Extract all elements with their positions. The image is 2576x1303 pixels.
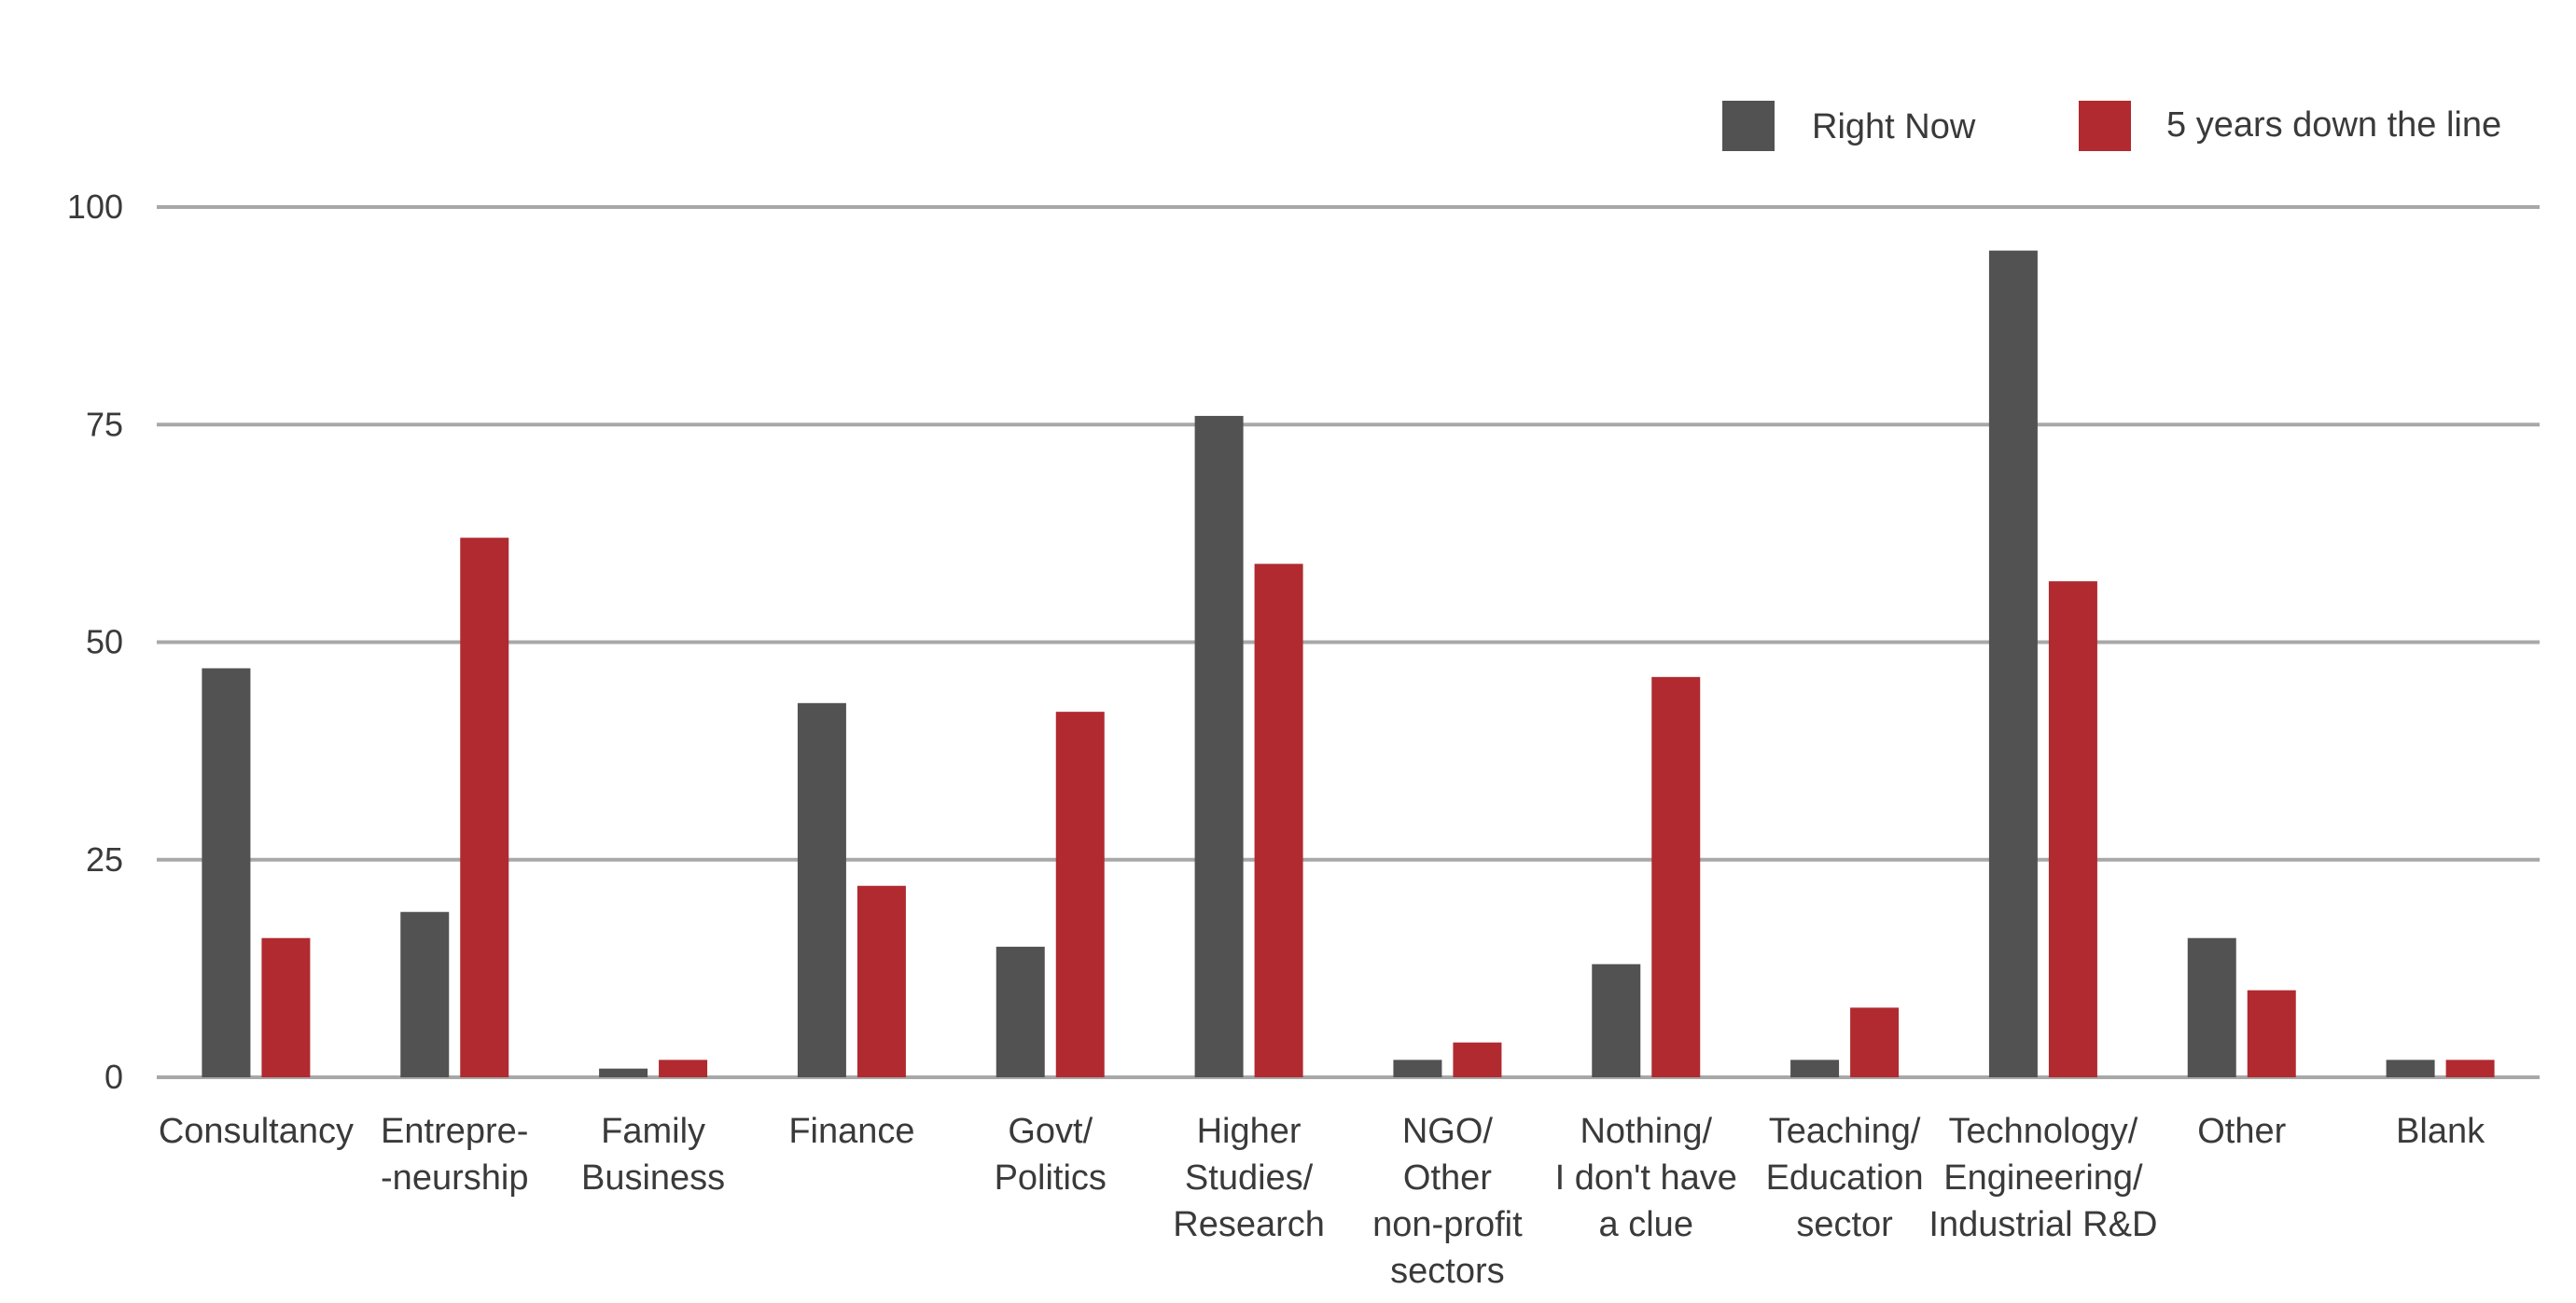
bar-5-years-3 [856, 885, 906, 1077]
legend-swatch-right-now [1722, 101, 1775, 151]
x-axis: Consultancy Entrepre- -neurship Family Busin… [159, 1112, 2485, 1291]
x-category-label: Education [1766, 1158, 1924, 1198]
x-category-label: Other [2197, 1112, 2286, 1151]
x-category-label: sector [1796, 1205, 1893, 1244]
y-tick-label: 75 [86, 405, 123, 443]
x-category-label: sectors [1390, 1252, 1504, 1291]
bar-5-years-0 [261, 937, 311, 1077]
y-tick-label: 100 [67, 187, 123, 226]
x-category-label: Higher [1197, 1112, 1302, 1151]
y-tick-label: 50 [86, 623, 123, 661]
bar-5-years-2 [659, 1060, 708, 1077]
x-category-label: Nothing/ [1580, 1112, 1712, 1151]
bar-right-now-2 [599, 1068, 648, 1077]
bar-right-now-10 [2187, 937, 2236, 1077]
bar-5-years-9 [2048, 581, 2097, 1077]
bar-right-now-7 [1592, 963, 1641, 1077]
bar-right-now-1 [400, 911, 450, 1077]
x-category-label: Consultancy [159, 1112, 354, 1151]
legend-label-right-now: Right Now [1812, 107, 1976, 146]
x-category-label: Business [581, 1158, 725, 1198]
x-category-label: Family [601, 1112, 705, 1151]
x-category-label: Engineering/ [1943, 1158, 2143, 1198]
gridlines [157, 205, 2540, 1079]
bar-5-years-10 [2247, 990, 2296, 1077]
x-category-label: Industrial R&D [1929, 1205, 2157, 1244]
x-category-label: Govt/ [1008, 1112, 1093, 1151]
x-category-label: NGO/ [1402, 1112, 1494, 1151]
bar-5-years-6 [1453, 1042, 1502, 1077]
bar-5-years-8 [1850, 1007, 1900, 1077]
y-tick-label: 0 [104, 1058, 123, 1096]
bar-5-years-5 [1254, 563, 1303, 1077]
bar-5-years-1 [460, 537, 509, 1077]
bar-right-now-4 [996, 947, 1045, 1077]
x-category-label: non-profit [1372, 1205, 1523, 1244]
legend: Right Now 5 years down the line [1722, 101, 2501, 151]
bar-right-now-3 [797, 702, 846, 1077]
bar-right-now-9 [1988, 250, 2038, 1077]
bar-right-now-8 [1790, 1060, 1840, 1077]
x-category-label: Technology/ [1949, 1112, 2138, 1151]
bar-5-years-4 [1055, 712, 1105, 1077]
x-category-label: Finance [788, 1112, 914, 1151]
x-category-label: Blank [2396, 1112, 2485, 1151]
x-category-label: Teaching/ [1769, 1112, 1921, 1151]
x-category-label: Entrepre- [381, 1112, 528, 1151]
x-category-label: Studies/ [1185, 1158, 1314, 1198]
bar-5-years-7 [1651, 676, 1701, 1077]
legend-label-5-years: 5 years down the line [2166, 105, 2501, 145]
x-category-label: -neurship [381, 1158, 528, 1198]
x-category-label: a clue [1599, 1205, 1693, 1244]
x-category-label: Research [1173, 1205, 1325, 1244]
x-category-label: Other [1403, 1158, 1492, 1198]
y-axis: 0 25 50 75 100 [67, 187, 123, 1096]
bar-right-now-6 [1393, 1060, 1442, 1077]
bar-right-now-5 [1194, 415, 1244, 1077]
bar-right-now-11 [2386, 1060, 2435, 1077]
bar-right-now-0 [202, 668, 251, 1077]
y-tick-label: 25 [86, 840, 123, 879]
legend-swatch-5-years [2079, 101, 2131, 151]
bar-5-years-11 [2445, 1060, 2495, 1077]
x-category-label: I don't have [1555, 1158, 1737, 1198]
bars [202, 250, 2495, 1077]
x-category-label: Politics [995, 1158, 1107, 1198]
